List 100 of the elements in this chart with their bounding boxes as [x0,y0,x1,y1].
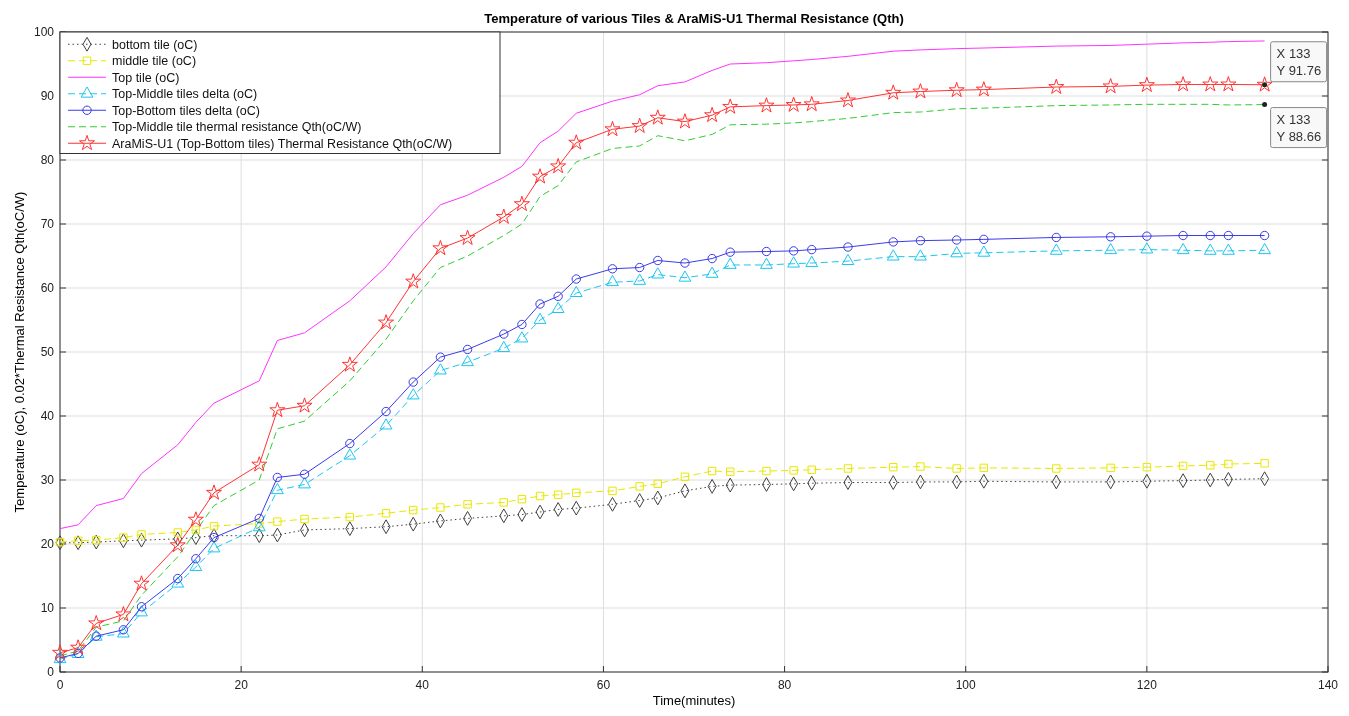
point [296,397,313,413]
x-tick-label: 100 [955,678,977,692]
point [1052,464,1061,473]
point [1260,459,1269,468]
point [606,274,619,287]
legend-label: bottom tile (oC) [112,37,198,52]
legend-label: Top-Bottom tiles delta (oC) [112,103,260,118]
point [1224,459,1233,469]
point [952,464,961,473]
point [807,465,816,474]
legend-label: Top-Middle tiles delta (oC) [112,87,258,102]
point [173,528,182,537]
annotation: X 133 Y 88.66 [1276,111,1322,144]
point [914,249,927,261]
point [269,401,286,418]
point [1048,78,1065,94]
point [379,418,393,430]
point [1203,243,1217,255]
point [298,477,311,489]
point [915,235,926,246]
point [92,535,101,545]
point [805,255,819,267]
point [680,258,690,268]
x-tick-label: 40 [415,678,430,692]
point [272,472,283,483]
point [273,517,282,526]
point [345,512,355,522]
point [789,466,798,475]
point [1175,76,1192,92]
point [517,319,527,330]
point [569,285,583,298]
point [762,466,771,476]
y-tick-label: 40 [40,409,55,424]
point [1202,76,1219,92]
annotation: X 133 Y 91.76 [1276,45,1322,78]
point [1102,78,1119,94]
point [807,244,817,255]
y-axis-title: Temperature (oC), 0.02*Thermal Resistance Qth(oC/W) [12,191,27,513]
point [649,109,666,125]
point [436,503,445,512]
point [432,239,449,256]
point [343,448,357,460]
point [653,479,662,489]
point [886,249,900,261]
x-tick-label: 80 [777,678,792,692]
legend-label: middle tile (oC) [112,54,197,69]
point [55,537,65,547]
point [633,273,647,285]
point [1140,242,1154,254]
point [680,472,690,482]
point [979,234,989,245]
point [722,98,739,114]
point [653,255,663,266]
point [299,469,310,479]
point [726,467,735,476]
legend-label: AraMiS-U1 (Top-Bottom tiles) Thermal Resistance Qth(oC/W) [112,136,453,151]
point [462,344,473,355]
point [497,340,511,353]
point [252,520,266,532]
point [1178,461,1188,471]
y-tick-label: 100 [33,25,55,40]
point [843,242,853,252]
point [406,388,420,400]
x-tick-label: 0 [56,678,64,692]
point [1206,461,1215,470]
point [571,274,581,284]
point [381,406,391,417]
point [1106,463,1115,473]
point [1176,242,1190,255]
point [434,363,447,375]
point [608,486,617,496]
point [187,511,204,527]
point [1221,243,1235,255]
point [1220,76,1237,92]
point [678,270,692,282]
point [568,134,585,150]
point [787,256,801,268]
point [725,247,735,257]
point [1138,76,1155,93]
point [676,113,693,129]
point [1142,462,1152,472]
point [553,291,563,301]
point [137,530,146,539]
point [459,229,476,245]
point [251,456,268,472]
point [761,246,772,257]
point [405,273,422,289]
x-tick-label: 60 [596,678,611,692]
point [607,264,618,274]
point [888,237,898,247]
point [707,253,717,264]
point [461,354,474,367]
point [572,488,581,498]
point [1142,231,1152,241]
point [409,505,418,515]
point [551,301,565,314]
point [205,484,222,500]
chart-title: Temperature of various Tiles & AraMiS-U1 Thermal Resistance (Qth) [484,11,904,26]
point [513,195,530,212]
point [1105,232,1116,242]
